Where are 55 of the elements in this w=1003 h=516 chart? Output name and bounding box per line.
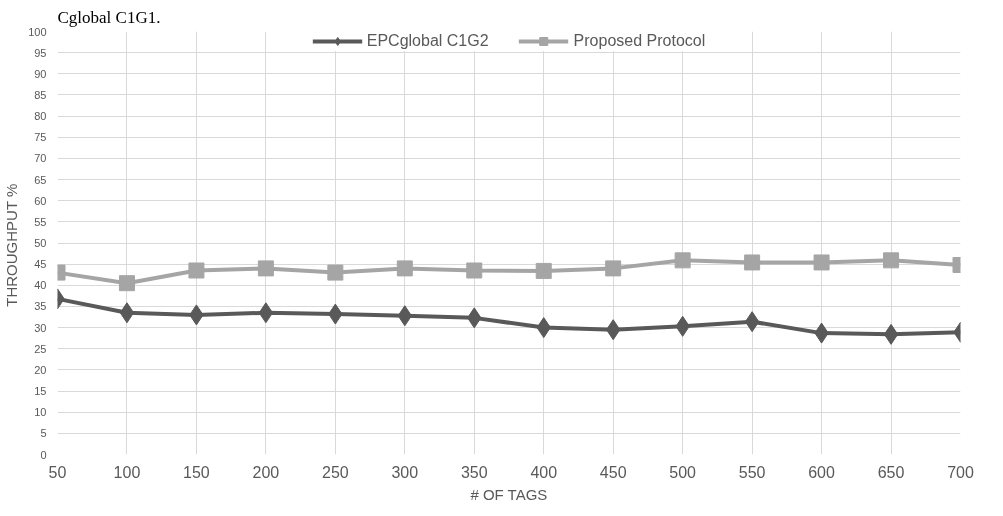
x-tick-label: 700: [947, 463, 974, 481]
y-tick-label: 90: [34, 67, 47, 80]
point: [883, 252, 900, 269]
y-tick-label: 100: [28, 25, 47, 38]
point: [883, 323, 899, 345]
text: Cglobal C1G1.: [57, 7, 161, 27]
point: [466, 262, 483, 279]
point: [119, 302, 135, 324]
point: [813, 254, 830, 271]
y-tick-label: 80: [34, 110, 47, 123]
y-tick-label: 75: [34, 131, 47, 144]
y-tick-label: 5: [40, 427, 47, 440]
y-tick-label: 25: [34, 342, 47, 355]
point: [744, 254, 761, 271]
x-tick-label: 200: [252, 463, 280, 481]
point: [258, 302, 274, 324]
y-tick-label: 40: [34, 279, 47, 292]
x-tick-label: 100: [113, 463, 141, 481]
x-axis-title: # OF TAGS: [470, 485, 548, 503]
point: [605, 260, 622, 277]
x-tick-label: 300: [391, 463, 419, 481]
y-tick-label: 65: [34, 173, 47, 186]
y-tick-label: 30: [34, 321, 47, 334]
legend-label: EPCglobal C1G2: [366, 32, 489, 50]
y-tick-label: 10: [34, 406, 47, 419]
point: [674, 252, 691, 269]
point: [744, 311, 760, 333]
y-tick-label: 85: [34, 88, 47, 101]
point: [118, 275, 135, 292]
x-tick-label: 250: [322, 463, 349, 481]
x-tick-label: 600: [808, 463, 836, 481]
y-tick-label: 15: [34, 385, 47, 398]
point: [257, 260, 274, 277]
legend-label: Proposed Protocol: [573, 32, 706, 50]
y-tick-label: 35: [34, 300, 47, 313]
x-tick-label: 550: [738, 463, 766, 481]
x-tick-label: 650: [877, 463, 905, 481]
y-tick-label: 95: [34, 46, 47, 59]
point: [396, 260, 413, 277]
x-tick-label: 150: [183, 463, 210, 481]
x-tick-label: 500: [669, 463, 697, 481]
y-tick-label: 55: [34, 215, 47, 228]
y-axis-title: THROUGHPUT %: [3, 183, 21, 307]
y-tick-label: 70: [34, 152, 47, 165]
y-tick-label: 0: [40, 448, 47, 461]
x-tick-label: 400: [530, 463, 558, 481]
y-tick-label: 45: [34, 258, 47, 271]
point: [535, 262, 552, 279]
point: [188, 262, 205, 279]
y-tick-label: 50: [34, 237, 47, 249]
y-tick-label: 60: [34, 194, 47, 207]
x-tick-label: 350: [460, 463, 488, 481]
x-tick-label: 450: [599, 463, 627, 481]
point: [327, 264, 344, 281]
y-tick-label: 20: [34, 363, 47, 376]
